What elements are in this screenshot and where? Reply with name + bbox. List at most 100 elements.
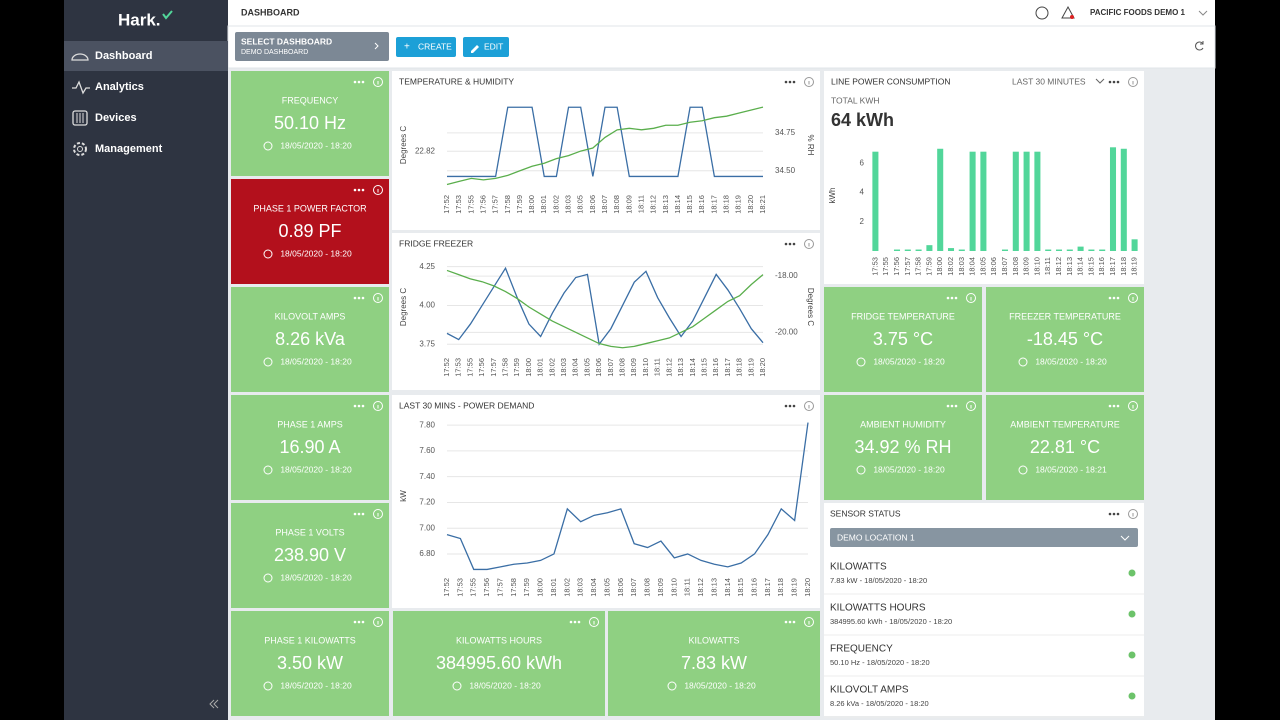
menu-dot[interactable] bbox=[792, 242, 796, 246]
bar bbox=[1131, 239, 1138, 251]
location-select[interactable] bbox=[830, 528, 1138, 547]
menu-dot[interactable] bbox=[361, 296, 365, 300]
menu-dot[interactable] bbox=[954, 404, 958, 408]
menu-dot[interactable] bbox=[1116, 80, 1120, 84]
x-tick-label: 18:20 bbox=[746, 195, 755, 214]
menu-dot[interactable] bbox=[353, 404, 357, 408]
menu-dot[interactable] bbox=[361, 188, 365, 192]
tile-time: 18/05/2020 - 18:20 bbox=[280, 140, 352, 150]
info-icon[interactable] bbox=[373, 401, 383, 411]
menu-dot[interactable] bbox=[1108, 80, 1112, 84]
range-chevron[interactable] bbox=[1095, 78, 1105, 84]
menu-dot[interactable] bbox=[361, 80, 365, 84]
nav-analytics[interactable]: Analytics bbox=[72, 80, 144, 95]
menu-dot[interactable] bbox=[353, 620, 357, 624]
menu-dot[interactable] bbox=[1112, 296, 1116, 300]
menu-dot[interactable] bbox=[361, 620, 365, 624]
account[interactable]: PACIFIC FOODS DEMO 1 bbox=[1090, 8, 1186, 17]
menu-dot[interactable] bbox=[353, 296, 357, 300]
menu-dot[interactable] bbox=[357, 620, 361, 624]
sensor-name: KILOVOLT AMPS bbox=[830, 685, 909, 696]
menu-dot[interactable] bbox=[1108, 296, 1112, 300]
menu-dot[interactable] bbox=[361, 512, 365, 516]
button-bg[interactable] bbox=[396, 37, 456, 57]
menu-dot[interactable] bbox=[361, 404, 365, 408]
info-icon[interactable] bbox=[1128, 293, 1138, 303]
nav-label[interactable]: Dashboard bbox=[95, 50, 152, 62]
tile-label: FREQUENCY bbox=[282, 95, 339, 105]
menu-dot[interactable] bbox=[784, 404, 788, 408]
info-icon[interactable] bbox=[804, 617, 814, 627]
menu-dot[interactable] bbox=[353, 512, 357, 516]
info-icon[interactable] bbox=[373, 293, 383, 303]
select-box[interactable] bbox=[235, 32, 389, 61]
stat-tile: KILOVOLT AMPS 8.26 kVa 18/05/2020 - 18:20 bbox=[231, 287, 389, 392]
help-icon[interactable] bbox=[1035, 6, 1049, 20]
info-icon[interactable] bbox=[804, 77, 814, 87]
menu-dot[interactable] bbox=[946, 296, 950, 300]
info-icon[interactable] bbox=[804, 401, 814, 411]
refresh-icon[interactable] bbox=[1195, 41, 1204, 51]
info-icon[interactable] bbox=[1128, 77, 1138, 87]
menu-dot[interactable] bbox=[784, 242, 788, 246]
info-icon[interactable] bbox=[373, 509, 383, 519]
range-select[interactable]: LAST 30 MINUTES bbox=[1012, 76, 1086, 86]
x-tick-label: 18:15 bbox=[1086, 257, 1095, 276]
alert-icon[interactable] bbox=[1061, 5, 1075, 19]
menu-dot[interactable] bbox=[946, 404, 950, 408]
create-button[interactable]: + CREATE bbox=[396, 37, 456, 57]
menu-dot[interactable] bbox=[1112, 512, 1116, 516]
menu-dot[interactable] bbox=[954, 296, 958, 300]
menu-dot[interactable] bbox=[357, 404, 361, 408]
menu-dot[interactable] bbox=[1108, 404, 1112, 408]
nav-label[interactable]: Analytics bbox=[95, 81, 144, 93]
button-bg[interactable] bbox=[463, 37, 509, 57]
nav-label[interactable]: Devices bbox=[95, 112, 137, 124]
menu-dot[interactable] bbox=[1112, 404, 1116, 408]
nav-label[interactable]: Management bbox=[95, 143, 163, 155]
account-chevron[interactable] bbox=[1198, 10, 1208, 16]
menu-dot[interactable] bbox=[1116, 296, 1120, 300]
menu-dot[interactable] bbox=[573, 620, 577, 624]
info-icon[interactable] bbox=[373, 617, 383, 627]
collapse[interactable] bbox=[209, 699, 219, 709]
select-dashboard[interactable]: SELECT DASHBOARD DEMO DASHBOARD bbox=[235, 32, 389, 61]
menu-dot[interactable] bbox=[950, 296, 954, 300]
menu-dot[interactable] bbox=[788, 404, 792, 408]
menu-dot[interactable] bbox=[357, 80, 361, 84]
menu-dot[interactable] bbox=[792, 404, 796, 408]
info-icon[interactable] bbox=[966, 293, 976, 303]
tile-label: PHASE 1 AMPS bbox=[277, 419, 343, 429]
info-icon[interactable] bbox=[373, 185, 383, 195]
menu-dot[interactable] bbox=[577, 620, 581, 624]
menu-dot[interactable] bbox=[569, 620, 573, 624]
menu-dot[interactable] bbox=[1116, 512, 1120, 516]
menu-dot[interactable] bbox=[357, 296, 361, 300]
info-icon[interactable] bbox=[804, 239, 814, 249]
menu-dot[interactable] bbox=[353, 188, 357, 192]
menu-dot[interactable] bbox=[788, 80, 792, 84]
menu-dot[interactable] bbox=[784, 80, 788, 84]
menu-dot[interactable] bbox=[792, 620, 796, 624]
menu-dot[interactable] bbox=[784, 620, 788, 624]
menu-dot[interactable] bbox=[353, 80, 357, 84]
menu-dot[interactable] bbox=[357, 188, 361, 192]
menu-dot[interactable] bbox=[792, 80, 796, 84]
y-tick-label: 34.50 bbox=[775, 166, 796, 175]
menu-dot[interactable] bbox=[357, 512, 361, 516]
menu-dot[interactable] bbox=[788, 620, 792, 624]
menu-dot[interactable] bbox=[1108, 512, 1112, 516]
nav-devices[interactable]: Devices bbox=[72, 110, 137, 126]
menu-dot[interactable] bbox=[950, 404, 954, 408]
info-icon[interactable] bbox=[1128, 509, 1138, 519]
nav-dashboard[interactable]: Dashboard bbox=[71, 50, 152, 62]
info-icon[interactable] bbox=[373, 77, 383, 87]
info-icon[interactable] bbox=[966, 401, 976, 411]
menu-dot[interactable] bbox=[1112, 80, 1116, 84]
info-icon[interactable] bbox=[589, 617, 599, 627]
menu-dot[interactable] bbox=[788, 242, 792, 246]
edit-button[interactable]: EDIT bbox=[463, 37, 509, 57]
menu-dot[interactable] bbox=[1116, 404, 1120, 408]
info-icon[interactable] bbox=[1128, 401, 1138, 411]
nav-management[interactable]: Management bbox=[73, 142, 163, 156]
